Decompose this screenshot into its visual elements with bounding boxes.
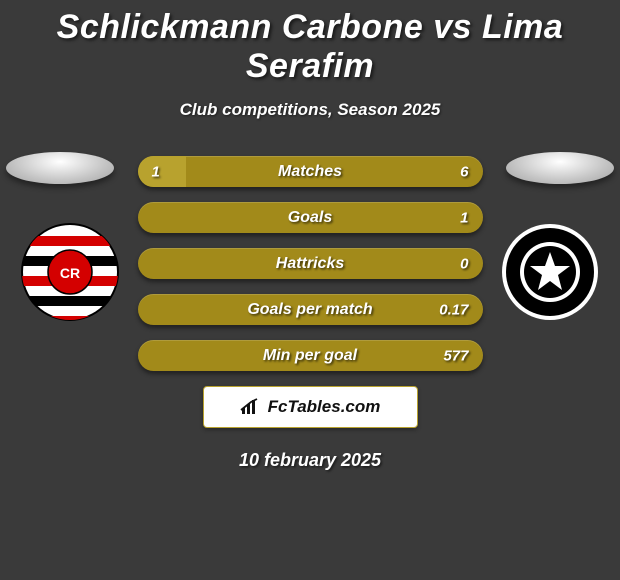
player-left-ellipse xyxy=(6,152,114,184)
stat-bar: 1 6 Matches xyxy=(138,156,483,187)
bar-label: Min per goal xyxy=(263,347,357,365)
stat-bar: 577 Min per goal xyxy=(138,340,483,371)
bar-value-right: 0.17 xyxy=(439,301,468,318)
bar-label: Goals per match xyxy=(247,301,372,319)
bar-fill-left xyxy=(138,156,186,187)
stat-bars: 1 6 Matches 1 Goals 0 Hattricks 0.17 Goals per m… xyxy=(138,156,483,371)
bar-label: Goals xyxy=(288,209,332,227)
stat-bar: 0.17 Goals per match xyxy=(138,294,483,325)
comparison-arena: 1 6 Matches 1 Goals 0 Hattricks 0.17 Goals per m… xyxy=(0,156,620,371)
bar-value-right: 1 xyxy=(460,209,468,226)
stat-bar: 1 Goals xyxy=(138,202,483,233)
bar-label: Matches xyxy=(278,163,342,181)
page-title: Schlickmann Carbone vs Lima Serafim xyxy=(0,0,620,86)
bar-value-left: 1 xyxy=(152,163,160,180)
brand-badge: FcTables.com xyxy=(203,386,418,428)
svg-text:CR: CR xyxy=(60,265,80,281)
stat-bar: 0 Hattricks xyxy=(138,248,483,279)
brand-text: FcTables.com xyxy=(268,397,381,417)
bar-value-right: 6 xyxy=(460,163,468,180)
bar-value-right: 577 xyxy=(443,347,468,364)
crest-right xyxy=(500,222,600,322)
date-label: 10 february 2025 xyxy=(0,450,620,471)
player-right-ellipse xyxy=(506,152,614,184)
chart-icon xyxy=(240,398,262,416)
crest-left: CR xyxy=(20,222,120,322)
bar-label: Hattricks xyxy=(276,255,344,273)
subtitle: Club competitions, Season 2025 xyxy=(0,100,620,120)
bar-value-right: 0 xyxy=(460,255,468,272)
